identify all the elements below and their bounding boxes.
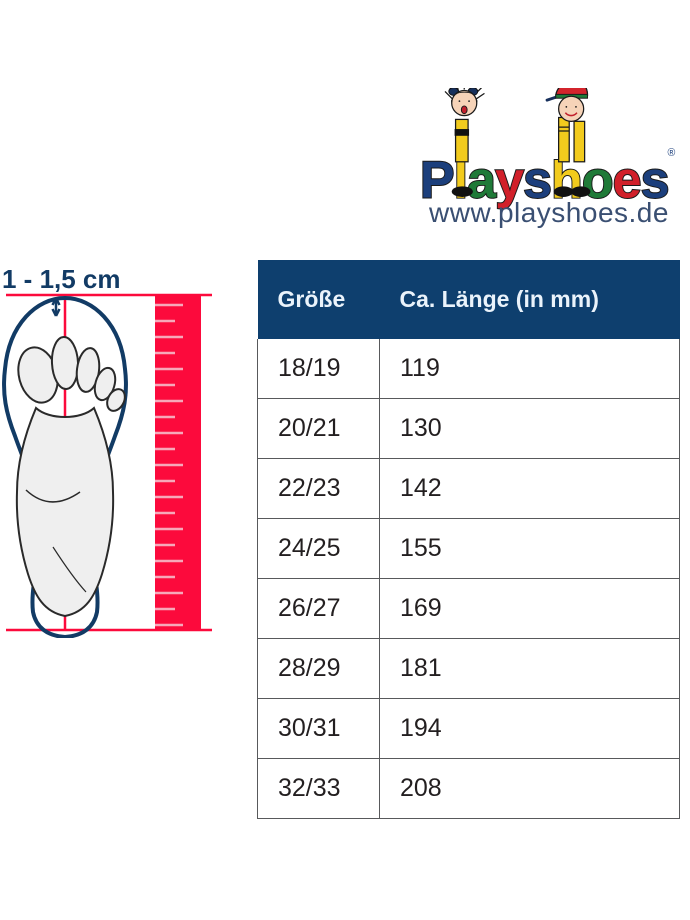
svg-text:®: ® [667,147,675,159]
svg-text:1 - 1,5 cm: 1 - 1,5 cm [2,268,121,294]
